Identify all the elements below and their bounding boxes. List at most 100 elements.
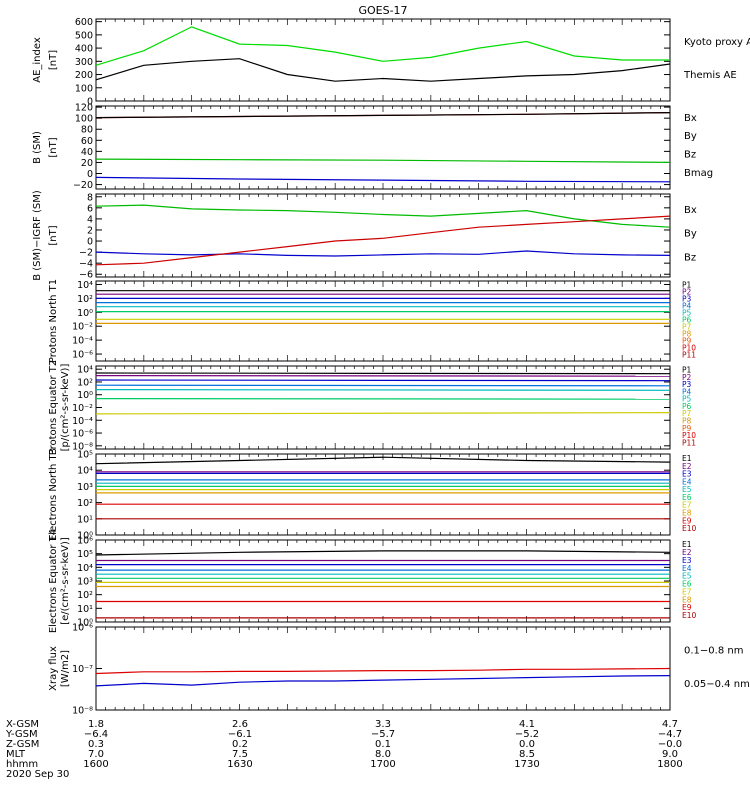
- legend-entry: E1: [682, 540, 692, 549]
- series-line: [95, 398, 671, 400]
- legend-entry: P4: [682, 387, 692, 396]
- panel-frame: [95, 453, 671, 536]
- footer-value: 4.1: [519, 719, 535, 730]
- y-tick-label: 10⁻²: [72, 322, 93, 333]
- footer-value: 7.5: [232, 749, 248, 760]
- series-line: [95, 58, 671, 82]
- series-line: [95, 667, 671, 675]
- footer-value: 0.3: [88, 739, 104, 750]
- y-tick-label: 600: [75, 17, 93, 28]
- legend-entry: E6: [682, 493, 692, 502]
- y-axis-label: Xray flux: [48, 646, 59, 691]
- legend-entry: P1: [682, 366, 692, 375]
- series-line: [95, 158, 671, 163]
- footer-value: 9.0: [662, 749, 678, 760]
- legend-entry: P10: [682, 343, 696, 352]
- footer-value: 0.2: [232, 739, 248, 750]
- series-line: [95, 204, 671, 228]
- series-line: [95, 389, 671, 391]
- legend-entry: E7: [682, 587, 692, 596]
- y-tick-label: 10³: [77, 482, 93, 493]
- y-axis-label: [nT]: [48, 225, 59, 245]
- legend-entry: E2: [682, 462, 692, 471]
- series-line: [95, 112, 671, 119]
- y-tick-label: 100: [75, 114, 93, 125]
- legend-entry: E5: [682, 485, 692, 494]
- footer-value: 1600: [83, 759, 108, 770]
- y-axis-label: B (SM)−IGRF (SM): [32, 190, 43, 281]
- footer-value: 0.1: [375, 739, 391, 750]
- legend-entry: P11: [682, 438, 696, 447]
- y-tick-label: 10⁵: [77, 450, 93, 461]
- panel-frame: [95, 365, 671, 450]
- footer-value: 8.0: [375, 749, 391, 760]
- y-tick-label: −20: [73, 180, 93, 191]
- legend-entry: E1: [682, 454, 692, 463]
- y-tick-label: 0: [87, 237, 93, 248]
- y-tick-label: −4: [79, 259, 93, 270]
- series-line: [95, 176, 671, 183]
- y-tick-label: 10⁵: [77, 549, 93, 560]
- y-tick-label: 10⁻⁴: [72, 336, 93, 347]
- footer-value: 4.7: [662, 719, 678, 730]
- y-tick-label: 4: [87, 214, 93, 225]
- legend-entry: P3: [682, 294, 692, 303]
- y-tick-label: 120: [75, 103, 93, 114]
- series-line: [95, 412, 671, 415]
- y-axis-label: [W/m2]: [60, 650, 71, 687]
- panel-frame: [95, 626, 671, 711]
- series-line: [95, 384, 671, 387]
- footer-value: 8.5: [519, 749, 535, 760]
- y-tick-label: 10³: [77, 577, 93, 588]
- y-tick-label: 10⁰: [77, 390, 93, 401]
- y-tick-label: 0: [87, 97, 93, 108]
- legend-entry: By: [684, 229, 697, 240]
- y-tick-label: 10²: [77, 377, 93, 388]
- legend-entry: 0.1−0.8 nm: [684, 646, 743, 657]
- footer-value: −6.1: [228, 729, 252, 740]
- y-tick-label: 10¹: [77, 604, 93, 615]
- footer-value: −5.7: [371, 729, 395, 740]
- legend-entry: P1: [682, 280, 692, 289]
- legend-entry: P5: [682, 308, 692, 317]
- legend-entry: E9: [682, 516, 692, 525]
- legend-entry: By: [684, 131, 697, 142]
- legend-entry: E8: [682, 595, 692, 604]
- footer-value: 1700: [370, 759, 395, 770]
- y-tick-label: 20: [81, 158, 93, 169]
- legend-entry: E8: [682, 509, 692, 518]
- footer-value: 3.3: [375, 719, 391, 730]
- legend-entry: P4: [682, 301, 692, 310]
- y-tick-label: 60: [81, 136, 93, 147]
- panel-6: 10⁵ 10⁴ 10³ 10² 10¹ 10⁰ Electrons North T3 E1E2…: [48, 448, 697, 542]
- y-tick-label: 300: [75, 57, 93, 68]
- legend-entry: Kyoto proxy AE: [684, 37, 750, 48]
- y-tick-label: 10⁶: [77, 536, 93, 547]
- legend-entry: Bmag: [684, 168, 713, 179]
- legend-entry: E6: [682, 580, 692, 589]
- y-tick-label: −6: [79, 270, 93, 281]
- y-axis-label: Electrons North T3: [48, 448, 59, 541]
- y-tick-label: 80: [81, 125, 93, 136]
- y-tick-label: 10¹: [77, 514, 93, 525]
- y-axis-label: Protons North T1: [48, 279, 59, 363]
- series-line: [95, 550, 671, 556]
- y-tick-label: 10⁻⁸: [72, 706, 93, 717]
- panel-frame: [95, 193, 671, 278]
- legend-entry: E3: [682, 556, 692, 565]
- footer-value: 1630: [227, 759, 252, 770]
- y-tick-label: 10⁰: [77, 531, 93, 542]
- series-line: [95, 456, 671, 465]
- footer-value: −6.4: [84, 729, 108, 740]
- series-line: [95, 250, 671, 257]
- legend-entry: Bz: [684, 150, 696, 161]
- y-tick-label: 10⁴: [77, 365, 93, 376]
- footer-row-label: X-GSM: [6, 719, 39, 730]
- y-tick-label: 10⁻⁶: [72, 350, 93, 361]
- y-axis-label: Protons Equator T2: [48, 360, 59, 456]
- y-tick-label: 10⁴: [77, 280, 93, 291]
- y-tick-label: 6: [87, 203, 93, 214]
- panel-frame: [95, 105, 671, 190]
